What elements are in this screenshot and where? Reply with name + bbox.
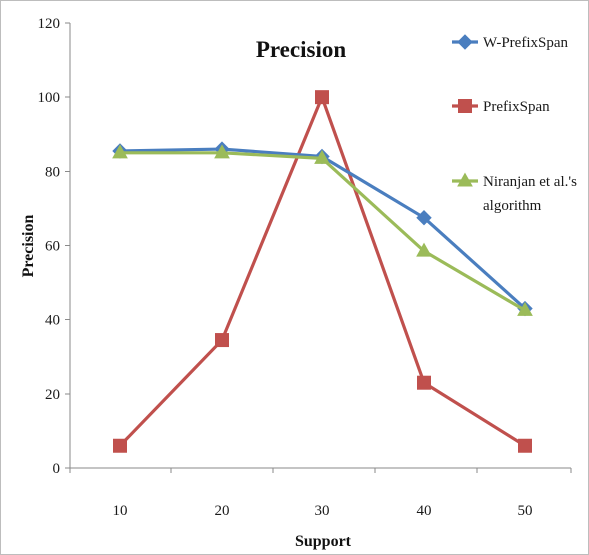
y-tick-label: 20 <box>45 387 60 403</box>
data-point-w-prefixspan <box>416 209 432 226</box>
data-point-niranjan-et-al-s-algorithm <box>416 242 432 257</box>
legend-label-line: algorithm <box>483 198 542 214</box>
legend-label: PrefixSpan <box>483 99 550 115</box>
data-point-prefixspan <box>518 438 532 453</box>
labels-layer: 0 20 40 60 80 100 120 10 20 30 40 50 Precision Suppor… <box>20 16 533 550</box>
series-prefixspan <box>113 90 532 453</box>
data-point-prefixspan <box>113 438 127 453</box>
data-point-prefixspan <box>315 90 329 105</box>
data-point-niranjan-et-al-s-algorithm <box>517 301 533 316</box>
legend-label-line: W-PrefixSpan <box>483 35 568 51</box>
data-point-prefixspan <box>417 375 431 390</box>
series-layer <box>112 90 533 453</box>
y-tick-label: 80 <box>45 164 60 180</box>
series-line-w-prefixspan <box>118 147 527 311</box>
legend-swatch-marker <box>458 99 472 113</box>
legend-item-prefixspan: PrefixSpan <box>452 99 550 115</box>
series-niranjan-et-al-s-algorithm <box>112 144 533 316</box>
x-tick-label: 50 <box>518 503 533 519</box>
legend-swatch-marker <box>457 172 473 187</box>
y-tick-label: 60 <box>45 239 60 255</box>
legend-item-w-prefixspan: W-PrefixSpan <box>452 34 568 51</box>
series-w-prefixspan <box>112 141 533 317</box>
y-tick-label: 120 <box>38 16 61 32</box>
data-point-niranjan-et-al-s-algorithm <box>214 144 230 159</box>
data-point-niranjan-et-al-s-algorithm <box>314 149 330 164</box>
legend-label-line: Niranjan et al.'s <box>483 174 577 190</box>
legend-swatch-marker <box>457 34 473 50</box>
chart-title: Precision <box>256 37 346 62</box>
data-point-prefixspan <box>215 333 229 348</box>
y-tick-label: 100 <box>38 90 61 106</box>
x-tick-label: 20 <box>215 503 230 519</box>
x-axis-title: Support <box>295 533 352 550</box>
data-point-niranjan-et-al-s-algorithm <box>112 144 128 159</box>
x-tick-label: 30 <box>315 503 330 519</box>
y-tick-label: 40 <box>45 313 60 329</box>
y-tick-label: 0 <box>53 461 61 477</box>
legend-item-niranjan-et-al-s-algorithm: Niranjan et al.'s algorithm <box>452 172 577 214</box>
legend: W-PrefixSpan PrefixSpan Niranjan et al.'s a… <box>452 34 577 214</box>
x-tick-label: 10 <box>113 503 128 519</box>
legend-label-line: PrefixSpan <box>483 99 550 115</box>
axes-layer <box>65 22 572 473</box>
x-tick-label: 40 <box>417 503 432 519</box>
legend-label: Niranjan et al.'s algorithm <box>483 174 577 214</box>
y-axis-title: Precision <box>20 215 37 278</box>
legend-label: W-PrefixSpan <box>483 35 568 51</box>
